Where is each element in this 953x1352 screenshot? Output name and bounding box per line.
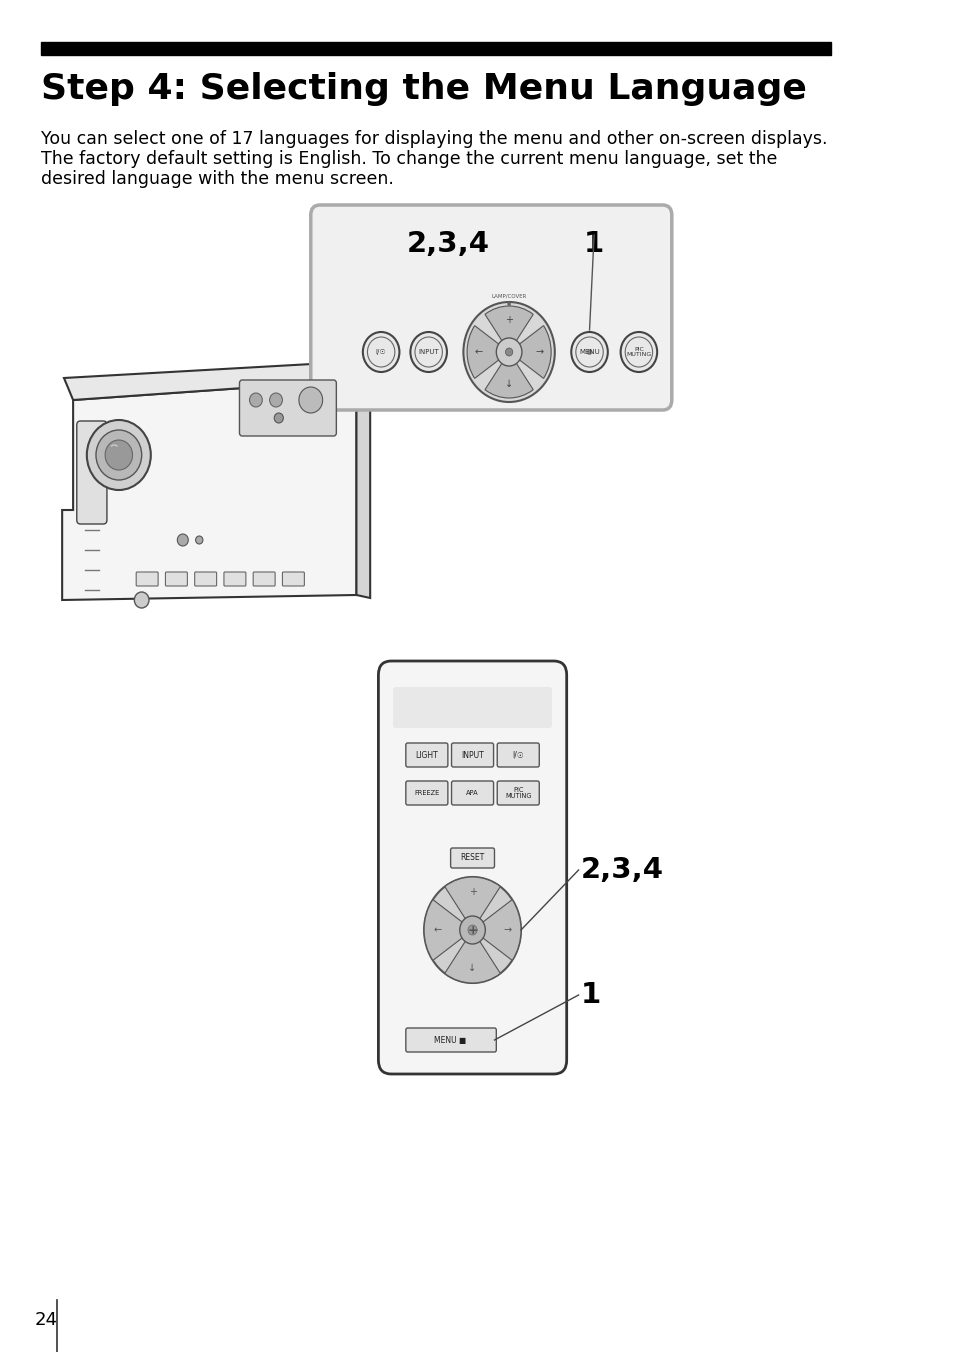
FancyBboxPatch shape [311,206,671,410]
Wedge shape [467,326,509,379]
Text: +: + [468,887,476,896]
Polygon shape [356,380,370,598]
Circle shape [195,535,203,544]
Text: ←: ← [434,925,441,936]
FancyBboxPatch shape [405,781,447,804]
Text: 1: 1 [583,230,603,258]
Bar [41,42,830,55]
Text: LAMP/COVER: LAMP/COVER [491,293,526,297]
Text: PIC
MUTING: PIC MUTING [504,787,531,799]
FancyBboxPatch shape [451,744,493,767]
FancyBboxPatch shape [378,661,566,1073]
FancyBboxPatch shape [393,687,552,727]
Circle shape [424,877,520,983]
Text: ↓: ↓ [468,963,476,973]
Text: You can select one of 17 languages for displaying the menu and other on-screen d: You can select one of 17 languages for d… [41,130,827,147]
Circle shape [274,412,283,423]
Text: +: + [504,315,513,324]
Text: +: + [467,923,477,937]
Text: FREEZE: FREEZE [414,790,439,796]
Circle shape [87,420,151,489]
FancyBboxPatch shape [282,572,304,585]
Circle shape [463,301,555,402]
Wedge shape [444,877,499,930]
Text: APA: APA [466,790,478,796]
FancyBboxPatch shape [253,572,274,585]
Text: →: → [535,347,543,357]
Circle shape [620,333,657,372]
Text: →: → [502,925,511,936]
FancyBboxPatch shape [239,380,336,435]
Circle shape [571,333,607,372]
Text: I/☉: I/☉ [512,750,523,760]
Circle shape [134,592,149,608]
Wedge shape [472,899,520,960]
Circle shape [362,333,399,372]
Text: ↓: ↓ [504,379,513,389]
Text: 24: 24 [34,1311,58,1329]
Circle shape [505,347,512,356]
Text: The factory default setting is English. To change the current menu language, set: The factory default setting is English. … [41,150,777,168]
Text: ←: ← [475,347,482,357]
FancyBboxPatch shape [450,848,494,868]
Wedge shape [509,326,551,379]
Text: MENU: MENU [578,349,599,356]
FancyBboxPatch shape [76,420,107,525]
Circle shape [496,338,521,366]
Circle shape [586,349,592,356]
FancyBboxPatch shape [224,572,246,585]
Text: Step 4: Selecting the Menu Language: Step 4: Selecting the Menu Language [41,72,806,105]
FancyBboxPatch shape [136,572,158,585]
Circle shape [468,925,476,936]
Wedge shape [484,306,533,352]
Circle shape [105,439,132,470]
Text: 1: 1 [579,982,600,1009]
Text: I/☉: I/☉ [375,349,386,356]
FancyBboxPatch shape [497,781,538,804]
Text: desired language with the menu screen.: desired language with the menu screen. [41,170,394,188]
Circle shape [96,430,142,480]
Text: INPUT: INPUT [417,349,438,356]
Circle shape [298,387,322,412]
Polygon shape [64,362,356,400]
Wedge shape [444,930,499,983]
Circle shape [459,917,485,944]
FancyBboxPatch shape [405,744,447,767]
Text: RESET: RESET [460,853,484,863]
Text: PIC
MUTING: PIC MUTING [625,346,651,357]
Wedge shape [484,352,533,397]
FancyBboxPatch shape [165,572,187,585]
Text: INPUT: INPUT [460,750,483,760]
Wedge shape [424,899,472,960]
Text: LIGHT: LIGHT [416,750,437,760]
Polygon shape [62,380,356,600]
Text: MENU ■: MENU ■ [434,1036,466,1045]
Text: 2,3,4: 2,3,4 [579,856,662,884]
FancyBboxPatch shape [497,744,538,767]
FancyBboxPatch shape [451,781,493,804]
FancyBboxPatch shape [405,1028,496,1052]
Text: 2,3,4: 2,3,4 [406,230,489,258]
Circle shape [250,393,262,407]
Circle shape [177,534,188,546]
Circle shape [410,333,447,372]
FancyBboxPatch shape [194,572,216,585]
Circle shape [507,301,511,306]
Circle shape [270,393,282,407]
